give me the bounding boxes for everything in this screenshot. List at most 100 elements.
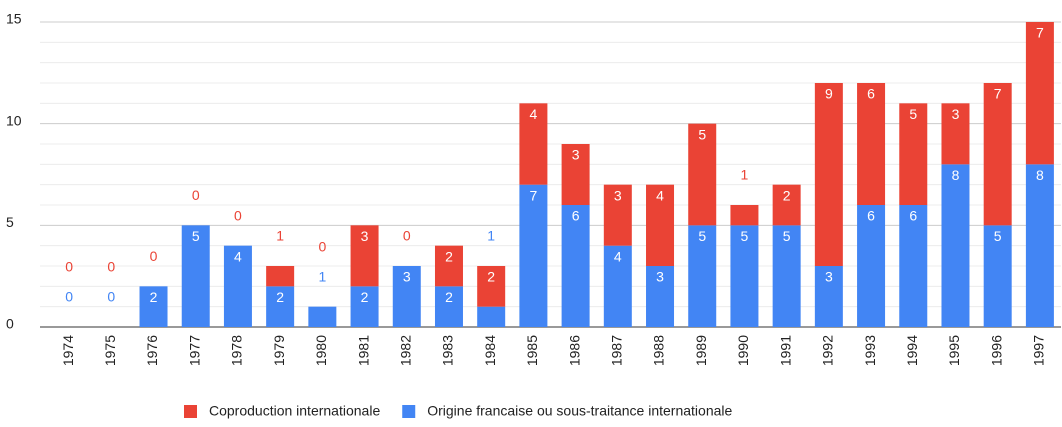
bar-segment <box>181 225 210 327</box>
bar-segment <box>646 184 675 266</box>
bar-segment <box>899 205 928 327</box>
x-tick-label: 1974 <box>60 335 76 366</box>
y-tick-label: 15 <box>6 11 22 27</box>
value-label: 2 <box>276 289 284 305</box>
x-tick-label: 1989 <box>693 335 709 366</box>
x-tick-label: 1997 <box>1031 335 1047 366</box>
bar-segment <box>308 306 337 327</box>
x-tick-label: 1980 <box>313 335 329 366</box>
y-tick-label: 10 <box>6 112 22 128</box>
value-label: 6 <box>572 208 580 224</box>
value-label: 1 <box>318 268 326 284</box>
value-label: 0 <box>65 289 73 305</box>
value-label: 5 <box>783 228 791 244</box>
bar-segment <box>350 286 379 327</box>
value-label: 5 <box>192 228 200 244</box>
value-label: 7 <box>529 187 537 203</box>
x-tick-label: 1987 <box>609 335 625 366</box>
bar-segment <box>392 266 421 327</box>
x-tick-label: 1975 <box>102 335 118 366</box>
value-label: 3 <box>952 106 960 122</box>
bar-segment <box>434 286 463 327</box>
bar-segment <box>1025 164 1054 327</box>
value-label: 3 <box>572 147 580 163</box>
bar-segment <box>223 245 252 327</box>
value-label: 0 <box>107 259 115 275</box>
bar-segment <box>350 225 379 287</box>
x-tick-label: 1991 <box>777 335 793 366</box>
bar-segment <box>561 205 590 327</box>
bar-segment <box>561 144 590 205</box>
legend-swatch <box>184 405 197 418</box>
x-tick-label: 1983 <box>440 335 456 366</box>
value-label: 3 <box>614 187 622 203</box>
x-tick-label: 1976 <box>144 335 160 366</box>
value-label: 7 <box>1036 25 1044 41</box>
value-label: 0 <box>150 248 158 264</box>
value-label: 5 <box>994 228 1002 244</box>
bar-segment <box>941 103 970 165</box>
value-label: 3 <box>825 269 833 285</box>
x-tick-label: 1985 <box>524 335 540 366</box>
bar-segment <box>603 184 632 246</box>
value-label: 8 <box>1036 167 1044 183</box>
x-tick-label: 1979 <box>271 335 287 366</box>
value-label: 0 <box>234 207 242 223</box>
bar-segment <box>1025 22 1054 165</box>
value-label: 4 <box>614 248 622 264</box>
bar-segment <box>899 103 928 205</box>
x-tick-label: 1984 <box>482 335 498 366</box>
bar-segment <box>603 245 632 327</box>
value-label: 1 <box>741 167 749 183</box>
x-tick-label: 1992 <box>820 335 836 366</box>
value-label: 5 <box>741 228 749 244</box>
y-tick-label: 0 <box>6 316 14 332</box>
value-label: 4 <box>234 248 242 264</box>
value-label: 5 <box>698 126 706 142</box>
value-label: 2 <box>445 289 453 305</box>
bar-segment <box>983 225 1012 327</box>
value-label: 1 <box>276 228 284 244</box>
value-label: 2 <box>150 289 158 305</box>
value-label: 6 <box>867 86 875 102</box>
x-tick-label: 1988 <box>651 335 667 366</box>
bar-segment <box>266 266 295 287</box>
x-tick-label: 1993 <box>862 335 878 366</box>
x-tick-label: 1986 <box>566 335 582 366</box>
x-tick-label: 1996 <box>988 335 1004 366</box>
value-label: 0 <box>107 289 115 305</box>
value-label: 2 <box>445 248 453 264</box>
x-tick-label: 1981 <box>355 335 371 366</box>
legend-label: Coproduction internationale <box>209 403 380 419</box>
bar-segment <box>519 103 548 185</box>
value-label: 0 <box>403 228 411 244</box>
y-tick-label: 5 <box>6 214 14 230</box>
bar-segment <box>772 225 801 327</box>
value-label: 3 <box>403 269 411 285</box>
bar-segment <box>983 83 1012 226</box>
bar-segment <box>477 306 506 327</box>
value-label: 5 <box>698 228 706 244</box>
bar-segment <box>772 184 801 226</box>
value-label: 2 <box>361 289 369 305</box>
x-tick-label: 1982 <box>397 335 413 366</box>
bar-segment <box>139 286 168 327</box>
x-tick-label: 1995 <box>946 335 962 366</box>
x-tick-label: 1978 <box>229 335 245 366</box>
value-label: 2 <box>487 269 495 285</box>
value-label: 8 <box>952 167 960 183</box>
value-label: 6 <box>867 208 875 224</box>
bar-segment <box>857 205 886 327</box>
bar-segment <box>814 266 843 327</box>
bar-segment <box>814 83 843 266</box>
bar-segment <box>434 245 463 287</box>
value-label: 5 <box>909 106 917 122</box>
value-label: 4 <box>529 106 537 122</box>
bar-segment <box>646 266 675 327</box>
x-tick-label: 1994 <box>904 335 920 366</box>
value-label: 2 <box>783 187 791 203</box>
value-label: 0 <box>318 238 326 254</box>
bar-segment <box>688 225 717 327</box>
bar-segment <box>941 164 970 327</box>
